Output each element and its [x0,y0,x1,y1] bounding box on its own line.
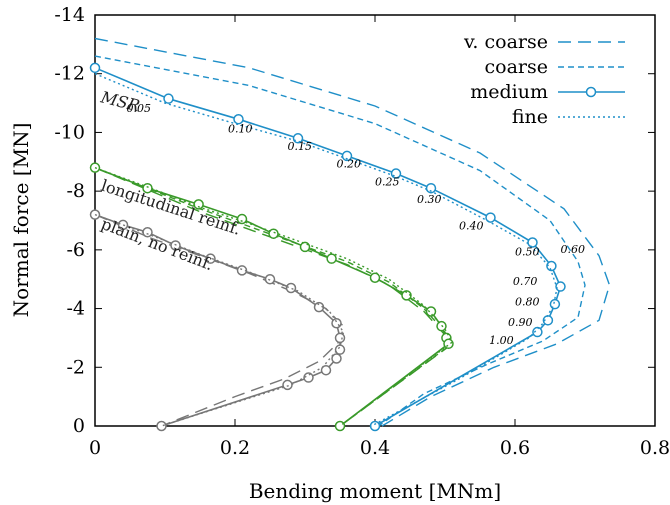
data-point [549,298,561,310]
msr-label: 0.70 [513,275,538,288]
msr-label: 1.00 [489,334,513,347]
y-tick-label: -14 [54,4,85,26]
x-tick-label: 0 [89,437,101,459]
data-point [334,344,346,355]
data-point [485,212,496,223]
series-line-reinforced-dotted [94,73,558,427]
data-point [425,306,437,317]
y-tick-label: 0 [73,415,85,437]
data-point [326,253,337,264]
data-point [425,182,437,194]
msr-label: 0.60 [561,243,586,256]
series-layer [89,37,611,432]
data-point [532,326,543,338]
x-tick-label: 0.4 [360,437,390,459]
msr-label: 0.40 [459,219,484,232]
msr-label: 0.15 [288,140,313,153]
data-point [89,62,101,74]
y-tick-label: -6 [66,239,85,261]
y-axis-label: Normal force [MN] [9,123,33,318]
data-point [555,281,566,292]
series-line-longitudinal-long-dash [94,167,450,427]
msr-label: 0.10 [228,122,253,135]
y-tick-label: -10 [54,121,85,143]
data-point [369,420,381,432]
plot-frame [94,14,656,427]
msr-label: 0.05 [127,102,152,115]
x-tick-label: 0.6 [500,437,530,459]
data-point [303,372,314,383]
data-point [331,353,342,364]
legend: v. coarse coarse medium fine [463,31,625,128]
data-point [264,273,276,285]
data-point [156,420,167,432]
data-point [285,282,297,294]
data-point [341,150,353,162]
series-line-longitudinal-dotted [94,167,453,427]
msr-label: 0.50 [515,246,540,259]
data-point [369,272,381,283]
msr-label: 0.90 [508,316,533,329]
x-tick-label: 0.8 [640,437,670,459]
data-point [89,162,101,173]
series-line-plain-long-dash [94,213,345,427]
msr-label: 0.80 [515,296,540,309]
data-point [320,364,332,376]
y-tick-label: -4 [66,298,85,320]
msr-label: 0.20 [337,158,362,171]
data-point [233,113,244,125]
data-point [299,241,311,253]
data-point [527,237,538,248]
y-tick-label: -2 [66,356,85,378]
legend-marker [585,86,597,98]
data-point [331,318,342,329]
data-point [546,260,557,272]
data-point [282,379,293,391]
data-point [205,253,216,264]
msr-label: 0.30 [417,193,442,206]
x-axis-label: Bending moment [MNm] [249,479,501,503]
data-point [117,219,129,231]
msr-label: 0.25 [375,175,400,188]
legend-label: medium [470,81,548,103]
y-tick-label: -8 [66,180,85,202]
x-tick-label: 0.2 [220,437,250,459]
data-point [334,332,346,344]
data-point [313,301,325,313]
data-point [268,228,279,239]
data-point [163,93,174,104]
y-tick-label: -12 [54,63,85,85]
series-line-reinforced-long-dash [94,37,611,427]
data-point [443,338,454,350]
legend-label: v. coarse [463,31,548,53]
axis-ticks: 0 0.2 0.4 0.6 0.80-2-4-6-8-10-12-14 [54,4,670,459]
legend-label: fine [512,106,548,128]
legend-label: coarse [485,56,549,78]
